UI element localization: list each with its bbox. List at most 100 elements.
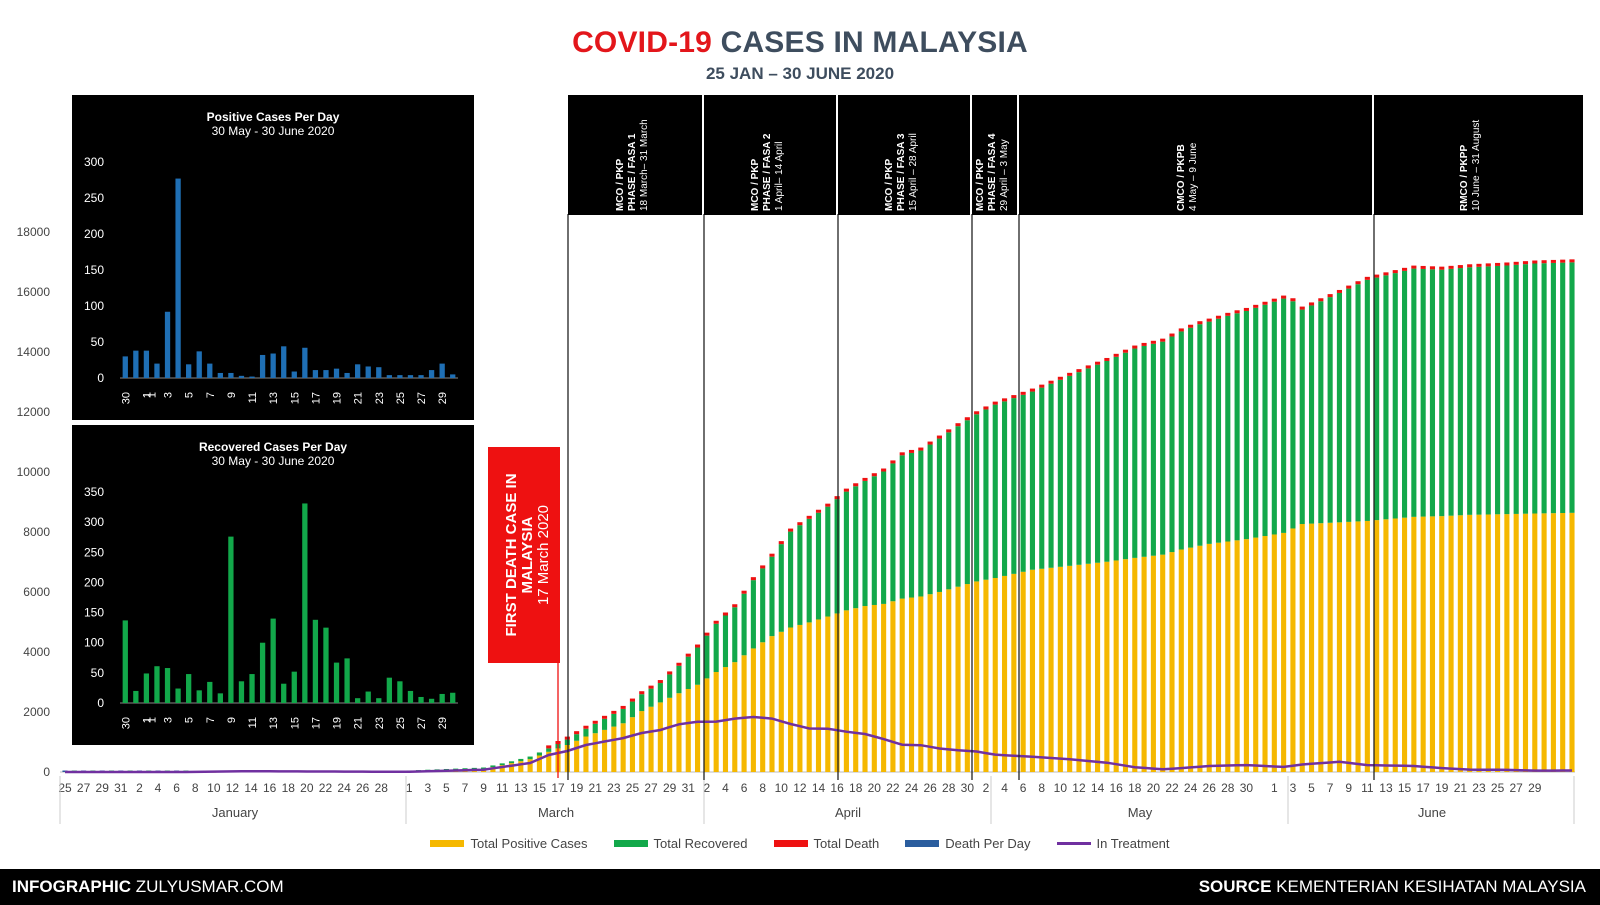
positive-bar [1243, 539, 1249, 772]
y-tick-label: 6000 [23, 585, 50, 599]
x-tick-label: 12 [793, 781, 807, 795]
recovered-bar [1132, 348, 1138, 558]
recovered-bar [890, 463, 896, 602]
inset-bar [122, 620, 128, 703]
inset-x-tick: 30 [120, 392, 132, 404]
death-bar [601, 715, 608, 719]
positive-bar [1085, 563, 1091, 772]
x-tick-label: 8 [759, 781, 766, 795]
positive-bar [1253, 537, 1259, 772]
recovered-bar [1150, 343, 1156, 556]
phase-header: MCO / PKP PHASE / FASA 3 15 April – 28 Apr… [838, 95, 970, 215]
phase-header: MCO / PKP PHASE / FASA 4 29 April – 3 May [972, 95, 1017, 215]
x-tick-label: 8 [1038, 781, 1045, 795]
positive-bar [629, 717, 636, 772]
recovered-bar [1029, 391, 1036, 570]
positive-bar [769, 636, 775, 772]
recovered-bar [1039, 387, 1045, 569]
inset-y-tick: 0 [97, 371, 104, 385]
inset-bar [323, 370, 329, 378]
death-bar [1308, 302, 1315, 306]
positive-bar [778, 631, 784, 772]
positive-bar [685, 688, 691, 772]
legend-label: In Treatment [1096, 836, 1170, 851]
inset-bar [133, 350, 139, 378]
x-tick-label: 5 [443, 781, 450, 795]
positive-bar [574, 740, 580, 772]
x-tick-label: 2 [136, 781, 143, 795]
inset-bar [133, 690, 139, 703]
x-tick-label: 14 [812, 781, 826, 795]
recovered-bar [1374, 277, 1380, 521]
phase-header: MCO / PKP PHASE / FASA 1 18 March– 31 Marc… [568, 95, 702, 215]
x-tick-label: 29 [663, 781, 677, 795]
recovered-bar [1253, 307, 1259, 538]
death-bar [1206, 318, 1212, 322]
positive-bar [1420, 516, 1426, 772]
recovered-bar [481, 767, 487, 769]
legend-swatch-recovered [613, 840, 648, 847]
x-tick-label: 20 [868, 781, 882, 795]
death-bar [964, 417, 970, 421]
positive-bar [1169, 552, 1175, 772]
phase-l2: PHASE / FASA 3 [896, 133, 907, 211]
inset-bar [365, 366, 371, 378]
x-tick-label: 24 [905, 781, 919, 795]
recovered-bar [843, 491, 849, 611]
month-label: May [1128, 805, 1153, 820]
inset-x-tick: 3 [163, 392, 175, 398]
death-bar [639, 691, 645, 695]
x-tick-label: 4 [1001, 781, 1008, 795]
death-bar [797, 522, 803, 526]
recovered-bar [1401, 270, 1408, 518]
inset-x-tick: 23 [374, 717, 386, 729]
recovered-bar [1318, 301, 1324, 524]
death-bar [1150, 340, 1156, 344]
positive-bar [853, 608, 859, 772]
recovered-bar [1048, 383, 1054, 568]
footer-source: SOURCE KEMENTERIAN KESIHATAN MALAYSIA [1198, 877, 1586, 896]
legend-label: Death Per Day [945, 836, 1031, 851]
recovered-bar [1448, 268, 1454, 516]
y-tick-label: 14000 [17, 345, 51, 359]
inset-x-tick: 21 [353, 717, 365, 729]
recovered-per-day-inset: Recovered Cases Per Day 30 May - 30 June… [72, 425, 474, 745]
positive-bar [1457, 515, 1463, 772]
recovered-bar [1225, 315, 1231, 542]
recovered-bar [471, 767, 477, 770]
first-death-l1: FIRST DEATH CASE IN [503, 473, 520, 637]
recovered-bar [676, 665, 682, 694]
inset-x-tick: 25 [395, 392, 407, 404]
inset-bar [186, 364, 192, 378]
death-bar [685, 653, 691, 657]
phase-l3: 29 April – 3 May [998, 139, 1010, 211]
x-tick-label: 24 [1184, 781, 1198, 795]
positive-bar [1206, 543, 1212, 772]
x-tick-label: 5 [1308, 781, 1315, 795]
positive-bar [1001, 575, 1008, 772]
inset-x-tick-extra: 1 [141, 717, 153, 723]
first-death-l2: MALAYSIA [519, 516, 536, 594]
recovered-bar [862, 480, 868, 607]
inset-bar [418, 696, 424, 703]
title-rest: CASES IN MALAYSIA [712, 26, 1028, 59]
recovered-bar [1011, 398, 1017, 574]
x-tick-label: 13 [1379, 781, 1393, 795]
recovered-bar [648, 688, 654, 707]
death-bar [1504, 262, 1510, 266]
inset-x-tick: 9 [226, 392, 238, 398]
recovered-bar [1160, 341, 1166, 555]
positive-bar [1262, 536, 1268, 772]
inset-subtitle: 30 May - 30 June 2020 [211, 454, 335, 468]
positive-bar [1411, 516, 1417, 772]
death-bar [1225, 312, 1231, 316]
recovered-bar [508, 761, 515, 764]
positive-bar [583, 736, 589, 772]
positive-per-day-inset: Positive Cases Per Day 30 May - 30 June … [72, 95, 474, 420]
death-bar [834, 496, 840, 500]
positive-bar [983, 579, 989, 772]
legend-label: Total Death [813, 836, 880, 851]
inset-title: Recovered Cases Per Day [198, 440, 348, 454]
inset-bar [207, 681, 213, 703]
